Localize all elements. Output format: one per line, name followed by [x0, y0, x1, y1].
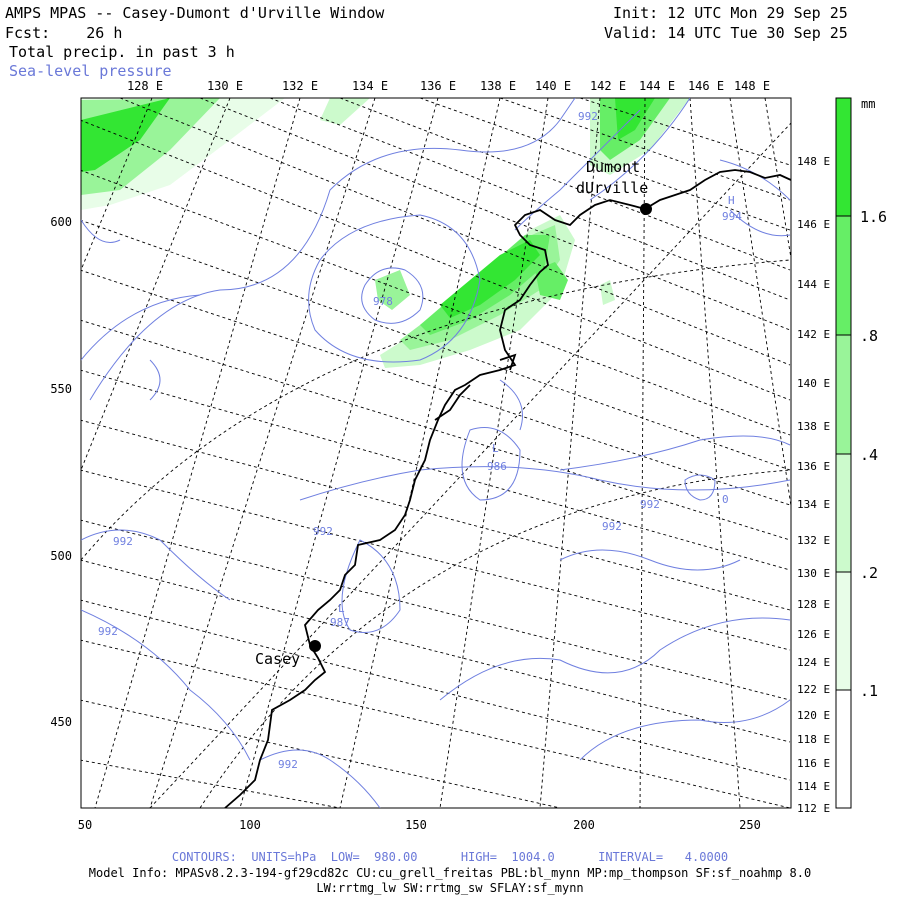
x-tick-label: 200 — [573, 818, 595, 832]
y-tick-label: 600 — [50, 215, 72, 229]
y-axis-labels: 600 550 500 450 — [50, 215, 72, 729]
lon-label: 146 E — [688, 79, 724, 93]
x-tick-label: 250 — [739, 818, 761, 832]
lon-label: 148 E — [797, 155, 830, 168]
fcst-value: 26 h — [86, 24, 123, 42]
colorbar-segment — [836, 216, 851, 335]
lon-label: 142 E — [797, 328, 830, 341]
field-name: Total precip. in past 3 h — [9, 43, 235, 61]
lon-label: 118 E — [797, 733, 830, 746]
pressure-label: 978 — [373, 295, 393, 308]
colorbar-label: 1.6 — [860, 208, 887, 226]
pressure-label: 992 — [313, 525, 333, 538]
pressure-label: 994 — [722, 210, 742, 223]
lon-label: 130 E — [797, 567, 830, 580]
lon-label: 128 E — [127, 79, 163, 93]
x-axis-labels: 50 100 150 200 250 — [78, 818, 761, 832]
lon-label: 132 E — [282, 79, 318, 93]
colorbar-label: .8 — [860, 327, 878, 345]
y-tick-label: 450 — [50, 715, 72, 729]
lon-label: 138 E — [797, 420, 830, 433]
pressure-label: 992 — [98, 625, 118, 638]
pressure-label: 992 — [602, 520, 622, 533]
pressure-contours — [81, 98, 791, 808]
lon-label: 140 E — [535, 79, 571, 93]
station-label-casey: Casey — [255, 650, 300, 668]
pressure-labels: 992 994 978 986 992 992 992 992 987 992 … — [98, 110, 742, 771]
lon-label: 144 E — [797, 278, 830, 291]
contours-info: CONTOURS: UNITS=hPa LOW= 980.00 HIGH= 10… — [171, 850, 729, 864]
station-label-dumont-line2: dUrville — [576, 179, 648, 197]
lon-label: 122 E — [797, 683, 830, 696]
colorbar-label: .4 — [860, 446, 878, 464]
lon-label: 126 E — [797, 628, 830, 641]
pressure-label: 0 — [722, 493, 729, 506]
x-tick-label: 100 — [239, 818, 261, 832]
lon-label: 132 E — [797, 534, 830, 547]
model-info-physics: LW:rrtmg_lw SW:rrtmg_sw SFLAY:sf_mynn — [316, 881, 584, 895]
forecast-hour: Fcst: 26 h — [5, 24, 122, 42]
colorbar: mm 1.6 .8 .4 .2 .1 — [835, 97, 887, 809]
lon-label: 116 E — [797, 757, 830, 770]
y-tick-label: 500 — [50, 549, 72, 563]
lon-label: 134 E — [352, 79, 388, 93]
lon-label: 120 E — [797, 709, 830, 722]
pressure-center: L — [338, 602, 345, 615]
plot-frame — [80, 97, 792, 809]
x-tick-label: 150 — [405, 818, 427, 832]
colorbar-unit: mm — [861, 97, 875, 111]
station-casey: Casey — [255, 640, 321, 668]
lon-label: 140 E — [797, 377, 830, 390]
colorbar-label: .2 — [860, 564, 878, 582]
pressure-center: L — [492, 442, 499, 455]
lon-label: 138 E — [480, 79, 516, 93]
pressure-label: 986 — [487, 460, 507, 473]
colorbar-segment — [836, 454, 851, 572]
overlay-name: Sea-level pressure — [9, 62, 172, 80]
lon-label: 146 E — [797, 218, 830, 231]
lon-label: 128 E — [797, 598, 830, 611]
map-title: AMPS MPAS -- Casey-Dumont d'Urville Wind… — [5, 4, 385, 22]
lon-label: 136 E — [420, 79, 456, 93]
init-time: Init: 12 UTC Mon 29 Sep 25 — [613, 4, 848, 22]
pressure-label: 987 — [330, 616, 350, 629]
pressure-label: 992 — [113, 535, 133, 548]
graticule — [81, 98, 791, 808]
pressure-center: H — [728, 194, 735, 207]
model-info: Model Info: MPASv8.2.3-194-gf29cd82c CU:… — [88, 866, 812, 880]
lon-label: 112 E — [797, 802, 830, 815]
lon-label: 148 E — [734, 79, 770, 93]
lon-label: 142 E — [590, 79, 626, 93]
fcst-label: Fcst: — [5, 24, 51, 42]
colorbar-segment — [836, 690, 851, 808]
lon-label: 114 E — [797, 780, 830, 793]
right-lon-labels: 148 E 146 E 144 E 142 E 140 E 138 E 136 … — [797, 155, 830, 815]
lon-label: 144 E — [639, 79, 675, 93]
top-lon-labels: 128 E 130 E 132 E 134 E 136 E 138 E 140 … — [127, 79, 770, 93]
station-label-dumont-line1: Dumont — [586, 158, 640, 176]
station-dumont-durville: Dumont dUrville — [576, 158, 652, 215]
colorbar-segment — [836, 98, 851, 216]
lon-label: 130 E — [207, 79, 243, 93]
coastline — [224, 169, 791, 808]
y-tick-label: 550 — [50, 382, 72, 396]
x-tick-label: 50 — [78, 818, 92, 832]
lon-label: 134 E — [797, 498, 830, 511]
precip-shading — [81, 98, 690, 368]
valid-time: Valid: 14 UTC Tue 30 Sep 25 — [604, 24, 848, 42]
lon-label: 124 E — [797, 656, 830, 669]
colorbar-label: .1 — [860, 682, 878, 700]
lon-label: 136 E — [797, 460, 830, 473]
pressure-label: 992 — [640, 498, 660, 511]
pressure-label: 992 — [278, 758, 298, 771]
colorbar-segment — [836, 335, 851, 454]
colorbar-segment — [836, 572, 851, 690]
pressure-label: 992 — [578, 110, 598, 123]
